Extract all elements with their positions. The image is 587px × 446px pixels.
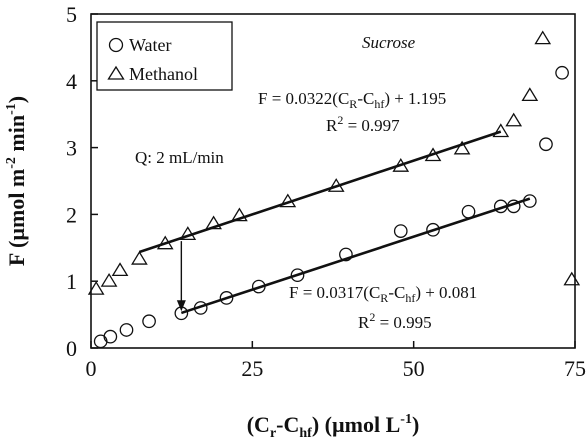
legend-marker-methanol <box>107 65 125 80</box>
data-markers <box>87 30 581 349</box>
y-axis-label: F (µmol m-2 min-1) <box>4 96 29 266</box>
x-axis-label: (Cr-Chf) (µmol L-1) <box>247 412 420 441</box>
legend-marker-water <box>108 37 124 53</box>
methanol-point <box>205 215 222 230</box>
water-point <box>251 279 266 294</box>
water-point <box>93 334 108 349</box>
methanol-point <box>392 158 410 172</box>
water-point <box>174 306 189 321</box>
methanol-point <box>279 193 297 208</box>
x-tick-label: 0 <box>86 356 97 381</box>
water-point <box>339 247 353 262</box>
water-point <box>426 222 440 237</box>
y-tick-label: 3 <box>66 136 77 161</box>
methanol-point <box>424 147 442 162</box>
methanol-point <box>505 112 523 127</box>
water-point <box>506 199 521 214</box>
water-point <box>193 301 208 315</box>
water-point <box>555 65 569 80</box>
methanol-point <box>111 262 129 277</box>
y-tick-label: 2 <box>66 202 77 227</box>
methanol-point <box>100 272 118 287</box>
chart-subtitle: Sucrose <box>362 33 416 52</box>
flow-rate-annotation: Q: 2 mL/min <box>135 148 224 167</box>
plot-frame <box>90 13 576 349</box>
water-point <box>119 323 134 337</box>
methanol-point <box>87 280 105 295</box>
water-point <box>103 329 118 344</box>
methanol-point <box>534 30 552 45</box>
methanol-point <box>179 226 197 240</box>
y-tick-label: 5 <box>66 2 77 27</box>
water-point <box>393 224 408 238</box>
methanol-fit-equation: F = 0.0322(CR-Chf) + 1.195 <box>258 89 446 111</box>
y-tick-label: 4 <box>66 69 77 94</box>
water-point <box>142 314 156 329</box>
methanol-point <box>521 87 539 102</box>
legend: Water Methanol <box>96 21 233 91</box>
methanol-point <box>327 178 345 192</box>
water-fit-equation: F = 0.0317(CR-Chf) + 0.081 <box>289 283 477 305</box>
x-tick-label: 50 <box>403 356 425 381</box>
methanol-fit-r2: R2 = 0.997 <box>326 113 400 135</box>
water-point <box>290 268 305 283</box>
methanol-fit-line <box>138 130 502 254</box>
methanol-point <box>131 250 148 265</box>
axis-ticks: 0 25 50 75 0 1 2 3 4 5 <box>66 2 586 381</box>
legend-label-methanol: Methanol <box>129 64 198 84</box>
arrow-annotation <box>176 241 186 312</box>
water-point <box>461 204 476 219</box>
water-point <box>522 194 537 208</box>
methanol-point <box>492 123 510 138</box>
y-tick-label: 1 <box>66 269 77 294</box>
x-tick-label: 25 <box>241 356 263 381</box>
water-point <box>539 137 553 152</box>
methanol-point <box>231 207 248 222</box>
arrow-head <box>176 300 186 312</box>
methanol-point <box>156 235 174 250</box>
water-point <box>219 291 234 305</box>
methanol-point <box>453 140 471 155</box>
water-fit-r2: R2 = 0.995 <box>358 310 432 332</box>
x-tick-label: 75 <box>564 356 586 381</box>
methanol-point <box>563 271 581 286</box>
y-tick-label: 0 <box>66 336 77 361</box>
legend-label-water: Water <box>129 35 172 55</box>
